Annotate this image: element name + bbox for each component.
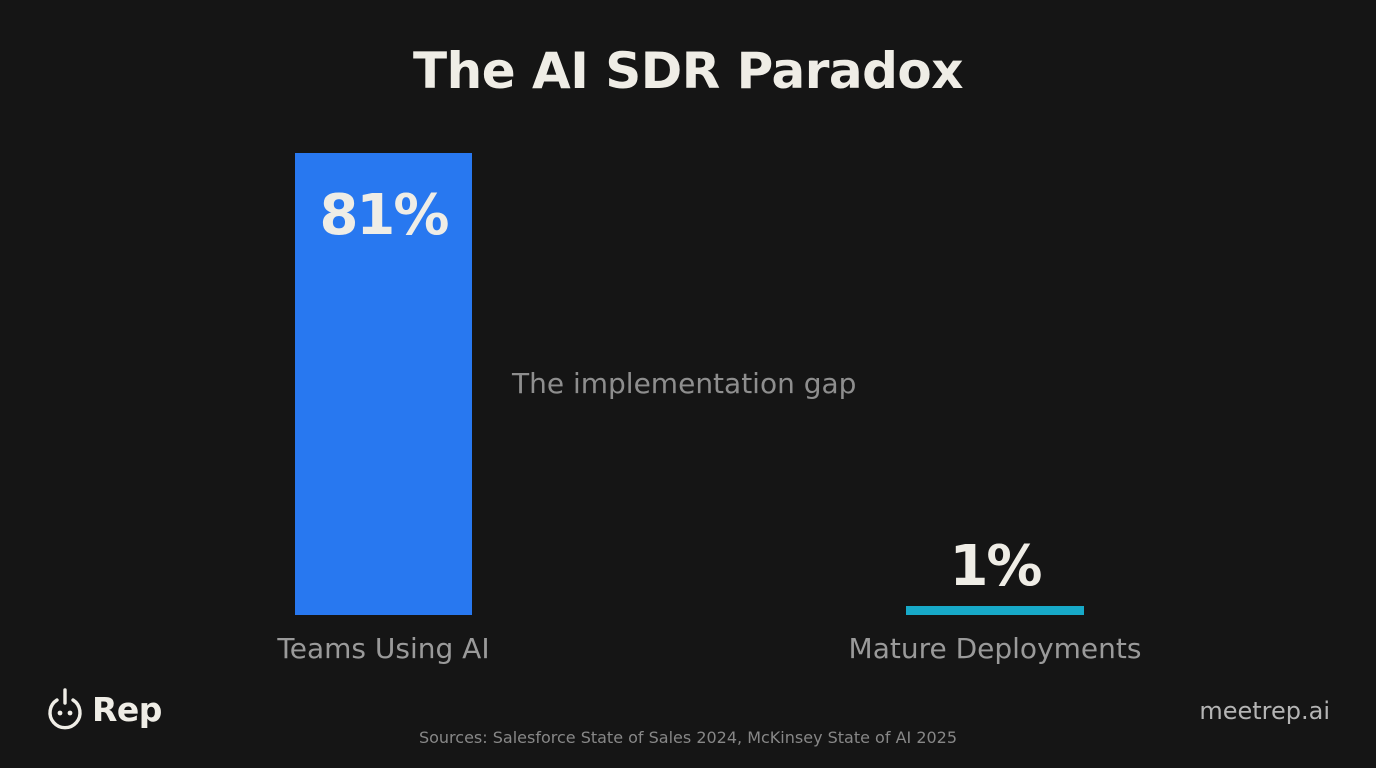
power-face-icon xyxy=(48,688,82,730)
category-label: Mature Deployments xyxy=(848,632,1142,665)
brand-logo: Rep xyxy=(46,688,162,730)
chart-title: The AI SDR Paradox xyxy=(413,42,963,100)
bar-teams-using-ai: 81% xyxy=(295,153,472,615)
sources-citation: Sources: Salesforce State of Sales 2024,… xyxy=(418,728,958,747)
bar-value-label: 81% xyxy=(319,183,449,248)
website-url: meetrep.ai xyxy=(1199,697,1330,725)
brand-name: Rep xyxy=(92,689,162,729)
bar-value-label: 1% xyxy=(949,534,1042,599)
gap-annotation: The implementation gap xyxy=(512,367,857,400)
category-label: Teams Using AI xyxy=(277,632,490,665)
bar-mature-deployments xyxy=(906,606,1084,615)
